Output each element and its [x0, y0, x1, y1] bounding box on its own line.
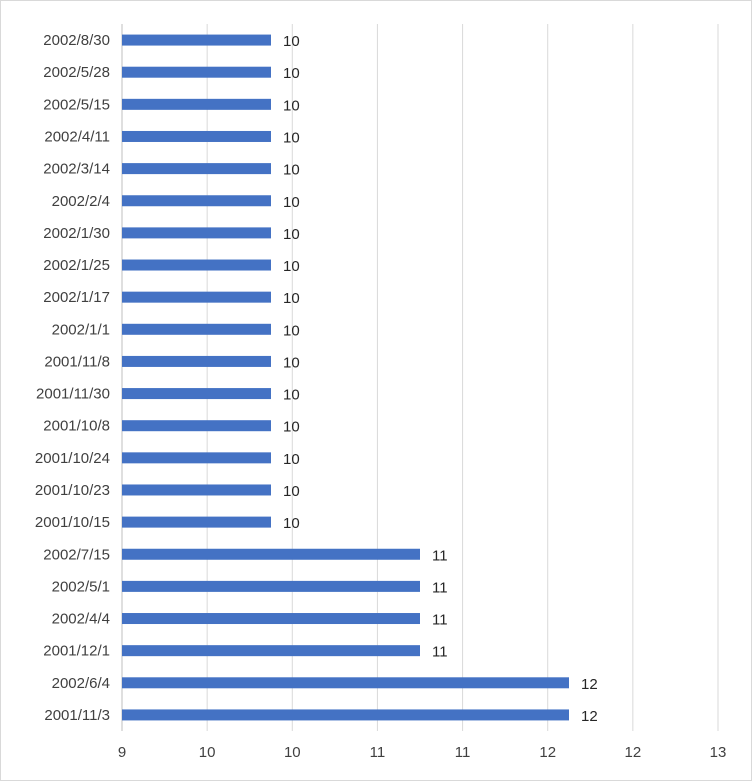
data-label: 10 — [283, 451, 300, 468]
data-label: 10 — [283, 322, 300, 339]
bar — [122, 323, 271, 335]
x-tick-label: 9 — [118, 744, 126, 761]
data-label: 12 — [581, 676, 598, 693]
data-label: 10 — [283, 290, 300, 307]
data-label: 10 — [283, 258, 300, 275]
category-label: 2002/3/14 — [43, 161, 110, 178]
data-label: 11 — [432, 579, 448, 596]
bar — [122, 163, 271, 175]
category-label: 2002/1/1 — [52, 321, 110, 338]
data-label: 10 — [283, 483, 300, 500]
category-label: 2001/12/1 — [43, 643, 110, 660]
x-tick-label: 11 — [455, 744, 471, 761]
data-label: 10 — [283, 97, 300, 114]
bar — [122, 98, 271, 110]
bar — [122, 420, 271, 432]
x-tick-label: 12 — [539, 744, 556, 761]
category-label: 2001/11/30 — [36, 386, 110, 403]
bars — [122, 34, 569, 721]
bar — [122, 613, 420, 625]
category-label: 2002/1/30 — [43, 225, 110, 242]
data-label: 10 — [283, 33, 300, 50]
category-labels: 2002/8/30 2002/5/28 2002/5/15 2002/4/11 2002… — [35, 32, 110, 724]
category-label: 2001/11/3 — [44, 707, 110, 724]
x-tick-label: 10 — [199, 744, 216, 761]
x-tick-label: 11 — [370, 744, 386, 761]
bar — [122, 34, 271, 46]
data-label: 10 — [283, 129, 300, 146]
data-label: 10 — [283, 354, 300, 371]
data-label: 11 — [432, 547, 448, 564]
bar — [122, 645, 420, 657]
data-label: 11 — [432, 644, 448, 661]
category-label: 2002/5/1 — [52, 578, 110, 595]
x-tick-label: 10 — [284, 744, 301, 761]
data-label: 10 — [283, 194, 300, 211]
category-label: 2002/4/4 — [52, 611, 110, 628]
data-label: 10 — [283, 515, 300, 532]
data-label: 12 — [581, 708, 598, 725]
bar — [122, 484, 271, 496]
bar — [122, 677, 569, 689]
category-label: 2001/11/8 — [44, 353, 110, 370]
bar — [122, 355, 271, 367]
category-label: 2001/10/15 — [35, 514, 110, 531]
category-label: 2002/2/4 — [52, 193, 110, 210]
bar — [122, 388, 271, 400]
category-label: 2002/6/4 — [52, 675, 110, 692]
bar — [122, 452, 271, 464]
category-label: 2001/10/8 — [43, 418, 110, 435]
bar — [122, 227, 271, 239]
data-label: 10 — [283, 65, 300, 82]
category-label: 2002/1/17 — [43, 289, 110, 306]
category-label: 2002/7/15 — [43, 546, 110, 563]
data-label: 11 — [432, 612, 448, 629]
category-label: 2002/1/25 — [43, 257, 110, 274]
category-label: 2002/8/30 — [43, 32, 110, 49]
bar — [122, 291, 271, 303]
category-label: 2002/5/28 — [43, 64, 110, 81]
data-label: 10 — [283, 162, 300, 179]
bar — [122, 130, 271, 142]
bar — [122, 580, 420, 592]
x-tick-label: 12 — [625, 744, 642, 761]
bar — [122, 516, 271, 528]
gridlines — [121, 24, 719, 731]
x-tick-label: 13 — [710, 744, 727, 761]
bar — [122, 66, 271, 78]
data-labels: 10 10 10 10 10 10 10 10 10 10 10 10 10 10 10 10 11 11 11 11… — [283, 33, 598, 725]
bar — [122, 548, 420, 560]
category-label: 2002/4/11 — [44, 128, 110, 145]
bar — [122, 709, 569, 721]
x-tick-labels: 9 10 10 11 11 12 12 13 — [118, 744, 727, 761]
category-label: 2001/10/24 — [35, 450, 110, 467]
category-label: 2001/10/23 — [35, 482, 110, 499]
data-label: 10 — [283, 419, 300, 436]
bar — [122, 195, 271, 207]
data-label: 10 — [283, 226, 300, 243]
data-label: 10 — [283, 387, 300, 404]
bar — [122, 259, 271, 271]
category-label: 2002/5/15 — [43, 96, 110, 113]
